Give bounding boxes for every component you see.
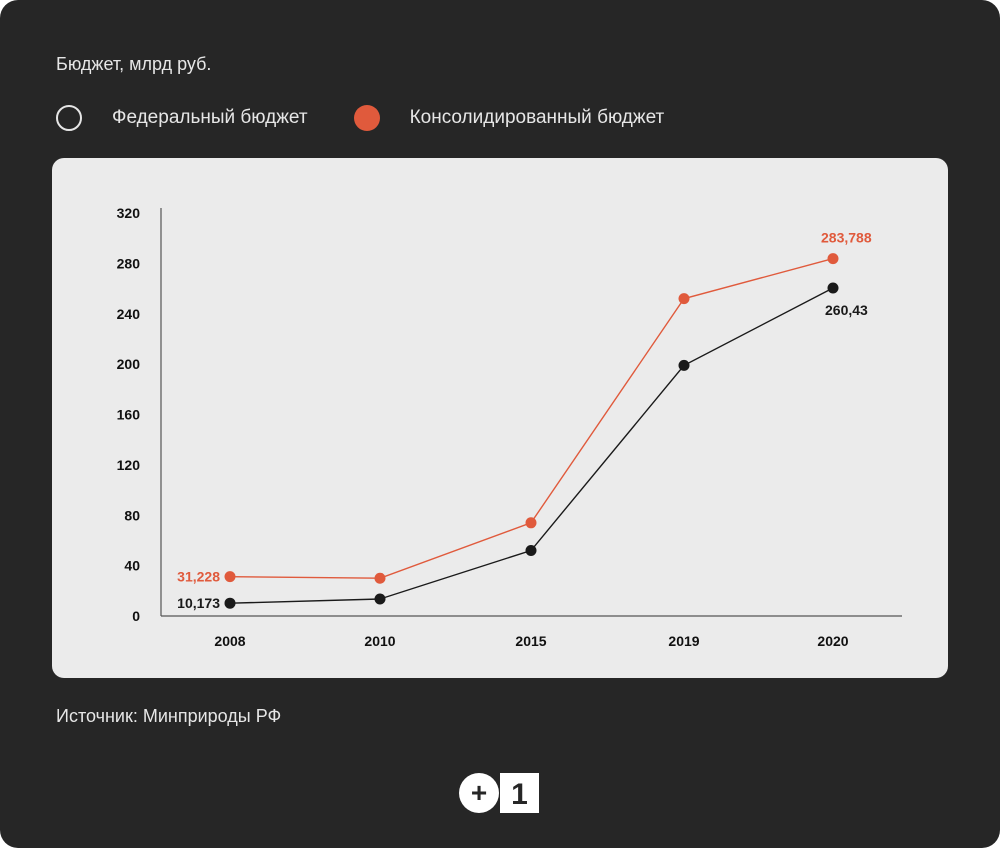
logo-square <box>500 773 539 813</box>
x-tick-label: 2008 <box>214 633 245 649</box>
data-point <box>827 253 839 265</box>
chart-subtitle: Бюджет, млрд руб. <box>56 54 212 74</box>
data-point <box>678 359 690 371</box>
y-tick-label: 240 <box>117 306 141 322</box>
data-point <box>224 571 236 583</box>
logo-circle <box>459 773 499 813</box>
legend-item-federal: Федеральный бюджет <box>56 105 308 131</box>
legend: Федеральный бюджет Консолидированный бюд… <box>56 103 710 133</box>
data-point <box>224 597 236 609</box>
y-tick-label: 320 <box>117 205 141 221</box>
x-tick-label: 2019 <box>668 633 699 649</box>
data-point <box>827 282 839 294</box>
open-circle-icon <box>56 105 82 131</box>
x-tick-label: 2010 <box>364 633 395 649</box>
legend-label-federal: Федеральный бюджет <box>112 107 308 128</box>
filled-circle-icon <box>353 105 380 131</box>
data-point <box>374 593 386 605</box>
logo-one: 1 <box>511 778 528 811</box>
y-tick-label: 0 <box>132 608 140 624</box>
data-point <box>525 517 537 529</box>
data-point <box>374 572 386 584</box>
legend-label-consolidated: Консолидированный бюджет <box>409 107 665 128</box>
data-point <box>678 293 690 305</box>
data-label: 31,228 <box>177 569 220 585</box>
plus-one-logo-icon: + 1 <box>459 773 539 813</box>
line-chart: 0 40 80 120 160 200 240 280 320 2008 2010 2015 2019 2… <box>117 205 902 649</box>
y-tick-label: 40 <box>124 558 140 574</box>
source-note: Источник: Минприроды РФ <box>56 706 282 726</box>
y-tick-label: 120 <box>117 457 141 473</box>
x-tick-label: 2020 <box>817 633 848 649</box>
data-label: 10,173 <box>177 595 220 611</box>
logo-plus: + <box>471 777 487 808</box>
y-tick-label: 160 <box>117 407 141 423</box>
data-point <box>525 545 537 557</box>
plot-panel: 0 40 80 120 160 200 240 280 320 2008 2010 2015 2019 2… <box>52 158 948 678</box>
y-tick-label: 200 <box>117 356 141 372</box>
legend-item-consolidated: Консолидированный бюджет <box>353 105 665 131</box>
data-label: 283,788 <box>821 230 872 246</box>
series-line <box>229 257 834 579</box>
y-tick-label: 280 <box>117 255 141 271</box>
y-tick-label: 80 <box>124 507 140 523</box>
data-label: 260,43 <box>825 302 868 318</box>
x-tick-label: 2015 <box>515 633 546 649</box>
